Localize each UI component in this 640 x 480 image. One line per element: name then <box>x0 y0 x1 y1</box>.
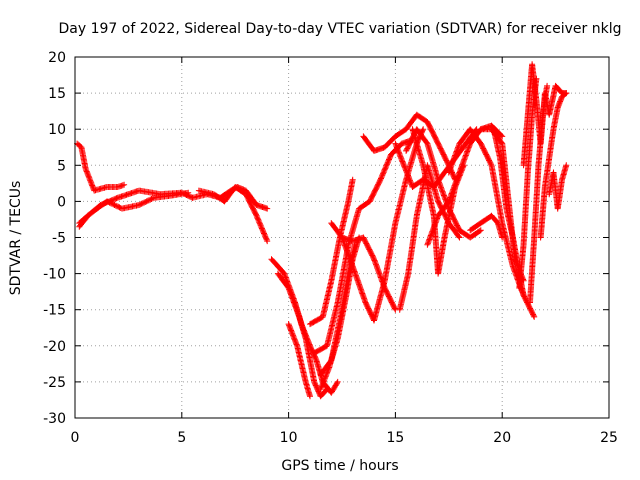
data-point <box>530 312 537 319</box>
data-point <box>499 133 506 140</box>
y-tick-label: 0 <box>57 194 66 210</box>
series-trace-1 <box>74 140 128 194</box>
series-trace-15 <box>360 111 459 183</box>
series-trace-29 <box>546 162 570 212</box>
data-point <box>499 234 506 241</box>
data-point <box>477 227 484 234</box>
x-tick-label: 25 <box>600 430 618 446</box>
y-tick-label: 20 <box>48 50 66 66</box>
data-point <box>386 155 393 162</box>
data-point <box>324 386 330 393</box>
data-point <box>487 161 494 168</box>
x-tick-label: 20 <box>493 430 511 446</box>
data-point <box>307 393 313 400</box>
x-tick-label: 10 <box>280 430 298 446</box>
data-point <box>334 380 340 387</box>
series-trace-19 <box>409 126 467 277</box>
tick-marks <box>74 56 610 419</box>
data-point <box>264 238 271 245</box>
y-tick-label: -25 <box>43 375 66 391</box>
y-tick-label: -20 <box>43 339 66 355</box>
series-trace-7 <box>274 270 330 400</box>
series-trace-28 <box>537 90 570 241</box>
x-tick-label: 15 <box>386 430 404 446</box>
y-axis-label: SDTVAR / TECUs <box>8 181 24 296</box>
data-point <box>323 387 330 394</box>
y-tick-label: -10 <box>43 267 66 283</box>
data-point <box>257 222 264 229</box>
data-point <box>264 205 271 212</box>
x-axis-label: GPS time / hours <box>281 458 398 474</box>
data-point <box>544 82 551 89</box>
x-tick-label: 0 <box>71 430 80 446</box>
series-trace-27 <box>527 82 551 306</box>
x-tick-label: 5 <box>177 430 186 446</box>
data-point <box>261 230 267 237</box>
data-point <box>349 176 356 183</box>
data-point <box>563 90 570 97</box>
data-point <box>531 313 538 320</box>
data-series <box>74 61 570 400</box>
series-trace-8 <box>285 321 313 400</box>
data-point <box>456 234 463 241</box>
series-trace-9 <box>307 176 356 328</box>
data-point <box>401 164 408 171</box>
data-point <box>334 378 341 385</box>
grid <box>75 57 609 418</box>
data-point <box>476 228 483 234</box>
series-trace-26 <box>516 75 540 291</box>
data-point <box>185 189 192 196</box>
y-tick-labels: 20 15 10 5 0 -5 -10 -15 -20 -25 -30 <box>43 50 66 427</box>
data-point <box>319 382 326 389</box>
y-tick-label: -30 <box>43 411 66 427</box>
data-point <box>420 126 427 133</box>
series-trace-14 <box>339 126 427 324</box>
series-trace-3 <box>76 189 192 227</box>
series-trace-5 <box>195 184 271 245</box>
y-tick-label: -5 <box>52 231 66 247</box>
y-tick-label: 5 <box>57 158 66 174</box>
data-point <box>563 162 570 169</box>
data-point <box>520 292 527 299</box>
x-tick-labels: 0 5 10 15 20 25 <box>71 430 618 446</box>
data-point <box>384 159 391 166</box>
series-trace-13 <box>328 220 399 313</box>
chart-title: Day 197 of 2022, Sidereal Day-to-day VTE… <box>59 21 622 37</box>
series-trace-10 <box>311 137 416 356</box>
y-tick-label: 15 <box>48 86 66 102</box>
data-point <box>259 226 266 233</box>
y-tick-label: -15 <box>43 303 66 319</box>
series-trace-22 <box>467 212 506 241</box>
y-tick-label: 10 <box>48 122 66 138</box>
data-point <box>533 75 540 82</box>
data-point <box>121 181 128 188</box>
data-point <box>562 91 569 97</box>
data-point <box>391 305 398 312</box>
series-trace-20 <box>424 122 506 248</box>
data-point <box>455 233 462 240</box>
